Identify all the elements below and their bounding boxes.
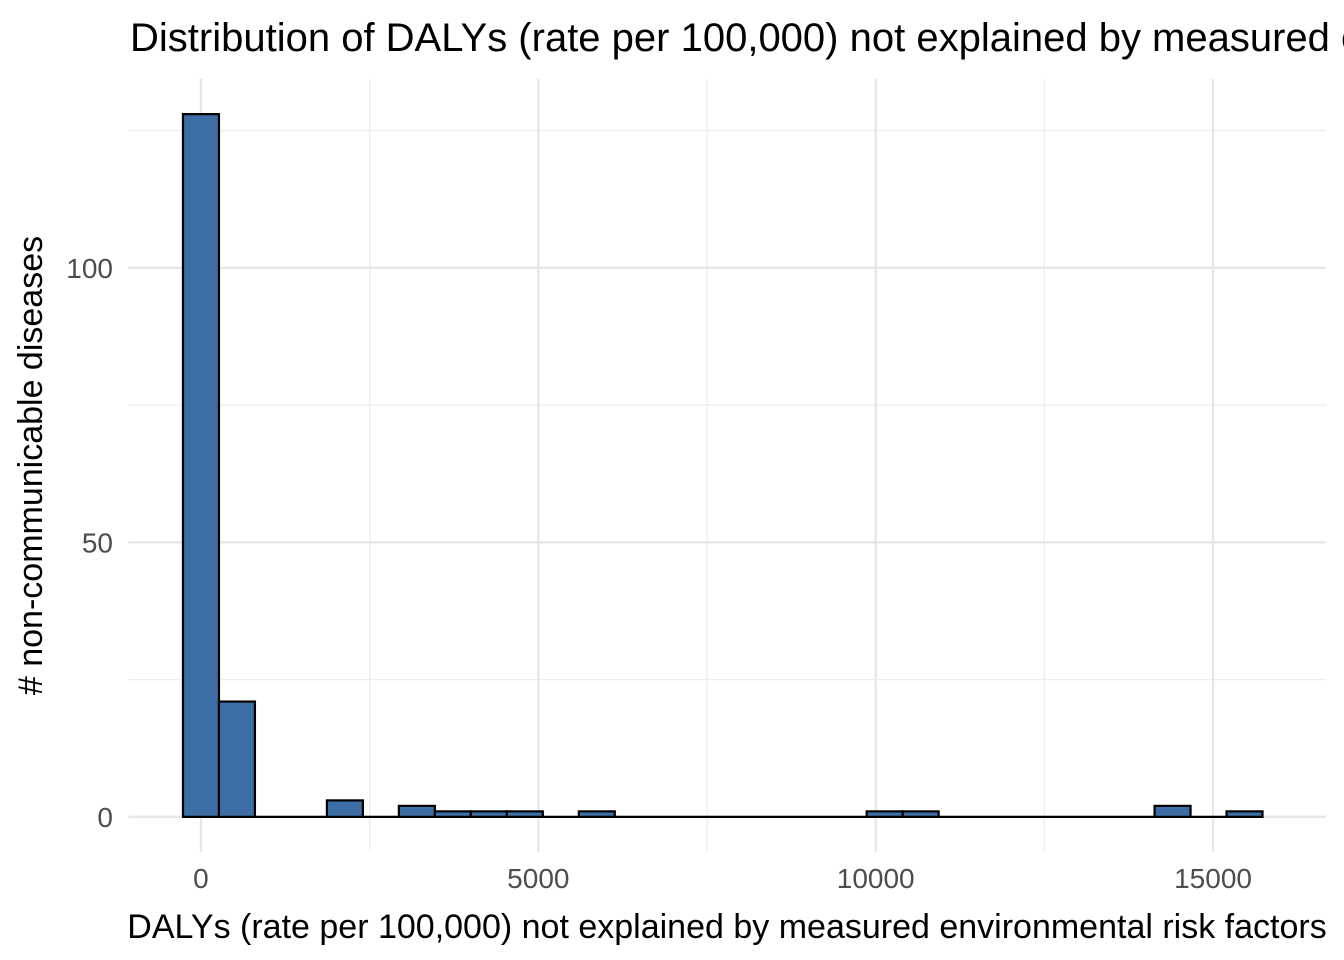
histogram-bar [505, 810, 544, 818]
y-tick-label: 50 [82, 527, 113, 558]
histogram-bar [865, 810, 904, 818]
y-tick-label: 100 [66, 253, 113, 284]
histogram-bars [181, 113, 1264, 818]
y-axis-title: # non-communicable diseases [12, 236, 50, 695]
histogram-bar [325, 799, 364, 818]
histogram-bar [397, 804, 436, 818]
histogram-bar [901, 810, 940, 818]
y-axis-tick-labels: 0 50 100 [66, 253, 113, 833]
histogram-bar [1153, 804, 1192, 818]
x-axis-title: DALYs (rate per 100,000) not explained b… [127, 908, 1326, 946]
histogram-bar [433, 810, 472, 818]
y-tick-label: 0 [97, 802, 113, 833]
chart-title: Distribution of DALYs (rate per 100,000)… [130, 16, 1344, 60]
histogram-bar [181, 113, 221, 818]
histogram-bar [577, 810, 616, 818]
histogram-bar [469, 810, 508, 818]
x-tick-label: 15000 [1174, 863, 1252, 894]
gridlines-minor [128, 79, 1326, 852]
histogram-bar [217, 700, 257, 818]
x-axis-tick-labels: 0 5000 10000 15000 [193, 863, 1252, 894]
x-tick-label: 5000 [507, 863, 569, 894]
x-tick-label: 0 [193, 863, 209, 894]
gridlines-major [128, 79, 1326, 852]
x-tick-label: 10000 [837, 863, 915, 894]
histogram-bar [1225, 810, 1264, 818]
